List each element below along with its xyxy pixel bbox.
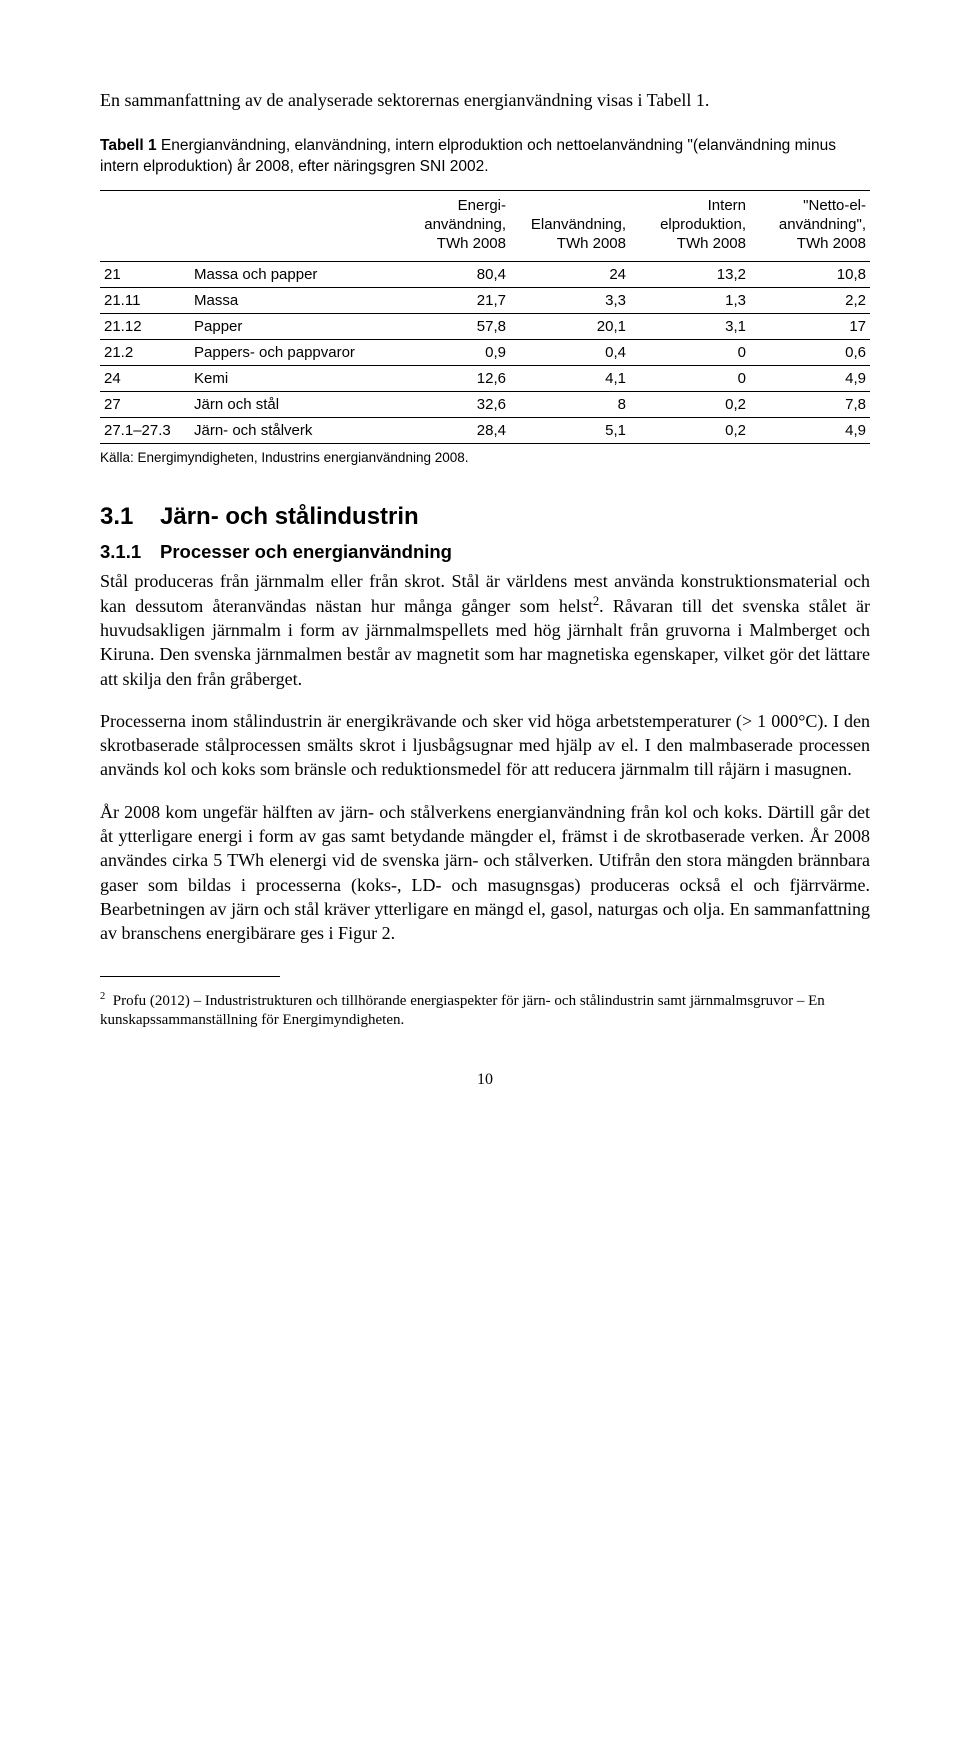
table-source: Källa: Energimyndigheten, Industrins ene… bbox=[100, 450, 870, 465]
th-netto: "Netto-el-användning",TWh 2008 bbox=[750, 191, 870, 262]
th-energy: Energi-användning,TWh 2008 bbox=[390, 191, 510, 262]
energy-table: Energi-användning,TWh 2008 Elanvändning,… bbox=[100, 190, 870, 444]
table-row: 21.12 Papper 57,8 20,1 3,1 17 bbox=[100, 314, 870, 340]
footnote: 2 Profu (2012) – Industristrukturen och … bbox=[100, 992, 870, 1031]
subsection-number: 3.1.1 bbox=[100, 541, 160, 563]
body-paragraph-2: Processerna inom stålindustrin är energi… bbox=[100, 709, 870, 782]
table-caption-rest: Energianvändning, elanvändning, intern e… bbox=[100, 137, 836, 175]
th-intern: Internelproduktion,TWh 2008 bbox=[630, 191, 750, 262]
table-header-row: Energi-användning,TWh 2008 Elanvändning,… bbox=[100, 191, 870, 262]
table-row: 21.2 Pappers- och pappvaror 0,9 0,4 0 0,… bbox=[100, 340, 870, 366]
subsection-title: Processer och energianvändning bbox=[160, 541, 452, 562]
table-body: 21 Massa och papper 80,4 24 13,2 10,8 21… bbox=[100, 262, 870, 444]
table-row: 21 Massa och papper 80,4 24 13,2 10,8 bbox=[100, 262, 870, 288]
footnote-text: Profu (2012) – Industristrukturen och ti… bbox=[100, 993, 825, 1029]
page-number: 10 bbox=[100, 1071, 870, 1089]
table-caption-bold: Tabell 1 bbox=[100, 137, 157, 154]
table-caption: Tabell 1 Energianvändning, elanvändning,… bbox=[100, 136, 870, 178]
footnote-rule bbox=[100, 976, 280, 977]
subsection-heading: 3.1.1Processer och energianvändning bbox=[100, 541, 870, 563]
section-heading: 3.1Järn- och stålindustrin bbox=[100, 503, 870, 531]
th-blank bbox=[100, 191, 390, 262]
table-row: 21.11 Massa 21,7 3,3 1,3 2,2 bbox=[100, 288, 870, 314]
intro-paragraph: En sammanfattning av de analyserade sekt… bbox=[100, 88, 870, 112]
body-paragraph-3: År 2008 kom ungefär hälften av järn- och… bbox=[100, 800, 870, 946]
table-row: 27.1–27.3 Järn- och stålverk 28,4 5,1 0,… bbox=[100, 418, 870, 444]
section-number: 3.1 bbox=[100, 503, 160, 531]
th-el: Elanvändning,TWh 2008 bbox=[510, 191, 630, 262]
body-paragraph-1: Stål produceras från järnmalm eller från… bbox=[100, 569, 870, 690]
table-row: 24 Kemi 12,6 4,1 0 4,9 bbox=[100, 366, 870, 392]
footnote-number: 2 bbox=[100, 991, 105, 1002]
section-title: Järn- och stålindustrin bbox=[160, 503, 419, 530]
table-row: 27 Järn och stål 32,6 8 0,2 7,8 bbox=[100, 392, 870, 418]
